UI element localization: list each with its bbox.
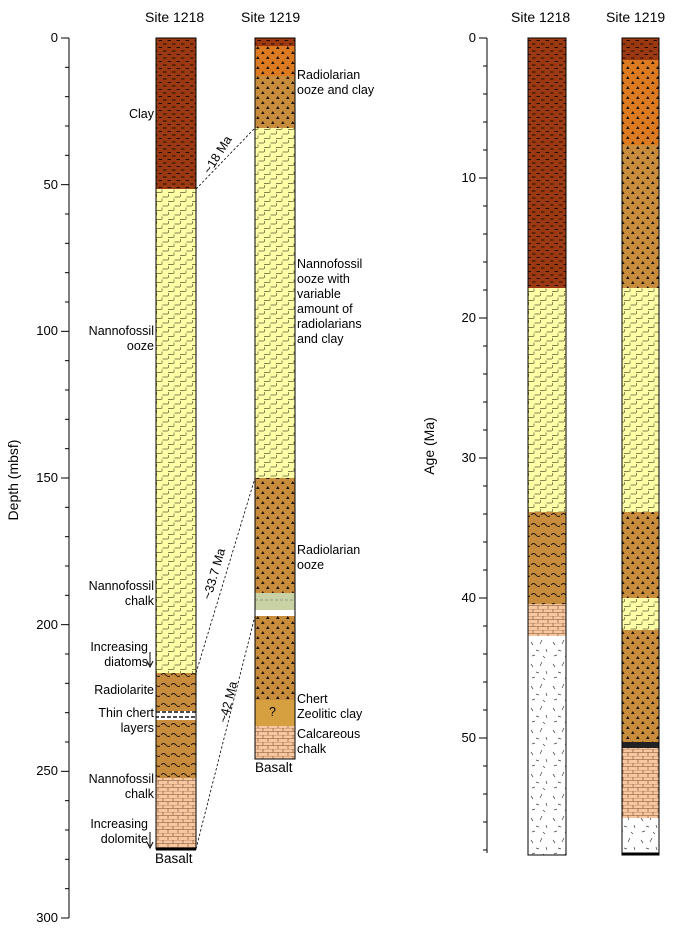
label-radiolarian-ooze-clay: Radiolarian ooze and clay: [297, 68, 375, 97]
depth-tick-label: 0: [50, 30, 58, 45]
depth-tick-label: 200: [36, 616, 58, 632]
age-tick-label: 50: [461, 730, 476, 745]
site1219-age-column: [621, 37, 660, 856]
correlation-lines: [195, 127, 256, 850]
arrow-down-icon: [146, 652, 154, 669]
age-tick-label: 30: [461, 450, 476, 465]
depth-axis: [61, 37, 70, 919]
label-thin-chert-layers: Thin chert layers: [98, 706, 154, 735]
depth-tick-label: 100: [36, 323, 58, 339]
corr-label-42ma: ~42 Ma: [216, 680, 240, 724]
label-chert: Chert: [297, 692, 328, 706]
label-nannofossil-ooze: Nannofossil ooze: [88, 324, 154, 353]
age-tick-label: 20: [461, 310, 476, 325]
depth-tick-label: 150: [36, 470, 58, 485]
age-axis: [479, 37, 488, 853]
label-calcareous-chalk: Calcareous chalk: [297, 727, 361, 756]
site1219-depth-column: [254, 37, 296, 760]
label-nannofossil-chalk-upper: Nannofossil chalk: [88, 579, 154, 608]
depth-tick-label: 300: [36, 910, 58, 925]
header-site1218-age: Site 1218: [511, 9, 571, 25]
site1218-depth-column: [155, 37, 197, 851]
depth-tick-label: 50: [43, 176, 58, 192]
age-tick-label: 0: [468, 30, 476, 45]
header-site1219-age: Site 1219: [606, 9, 666, 25]
site1218-age-column: [527, 37, 567, 856]
header-site1219-depth: Site 1219: [241, 9, 301, 25]
label-clay: Clay: [128, 107, 154, 121]
label-radiolarite: Radiolarite: [94, 683, 154, 697]
depth-tick-label: 250: [36, 763, 58, 779]
age-tick-label: 10: [461, 170, 476, 185]
label-basalt-1218: Basalt: [155, 851, 193, 866]
corr-label-18ma: ~18 Ma: [201, 133, 235, 176]
question-mark: ?: [269, 705, 276, 719]
label-nannofossil-chalk-lower: Nannofossil chalk: [88, 772, 154, 801]
corr-label-33ma: ~33.7 Ma: [200, 547, 228, 601]
depth-axis-title: Depth (mbsf): [5, 440, 21, 521]
label-radiolarian-ooze: Radiolarian ooze: [297, 543, 361, 572]
label-increasing-dolomite: Increasing dolomite: [90, 817, 148, 846]
age-axis-title: Age (Ma): [421, 417, 437, 475]
label-zeolitic-clay: Zeolitic clay: [297, 707, 363, 721]
label-basalt-1219: Basalt: [255, 760, 293, 775]
age-tick-label: 40: [461, 590, 476, 605]
header-site1218-depth: Site 1218: [145, 9, 205, 25]
label-increasing-diatoms: Increasing diatoms: [90, 640, 148, 669]
arrow-down-icon: [146, 832, 154, 850]
label-nannofossil-ooze-variable: Nannofossil ooze with variable amount of…: [297, 257, 363, 346]
